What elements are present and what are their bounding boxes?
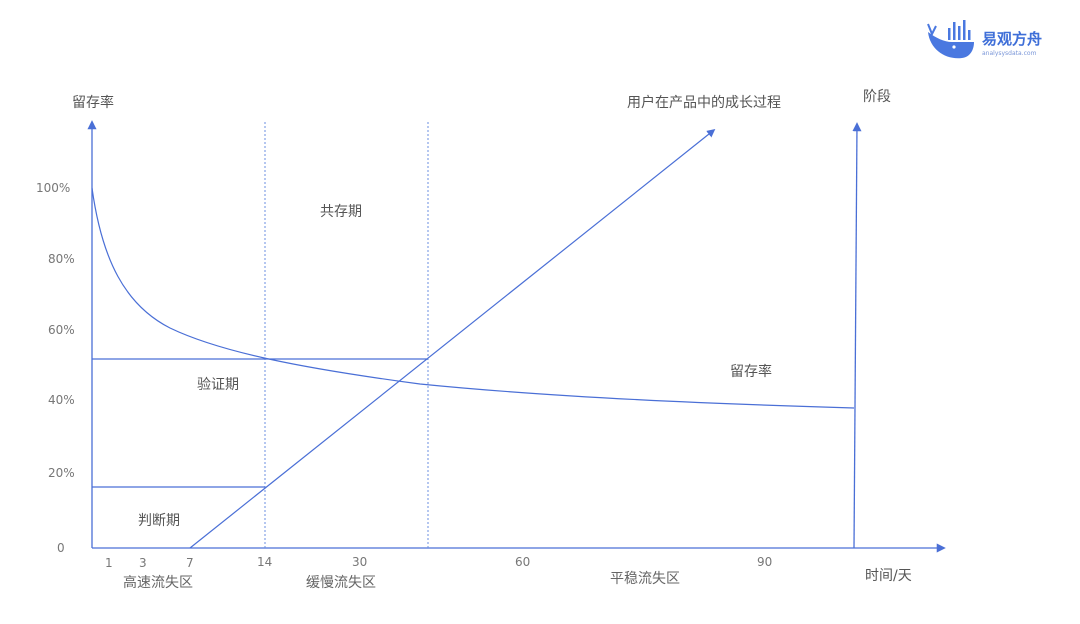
zone-fast-label: 高速流失区 <box>123 574 193 591</box>
y-tick-100: 100% <box>36 181 70 195</box>
growth-curve-label: 用户在产品中的成长过程 <box>627 94 781 111</box>
x-tick-3: 3 <box>139 556 147 570</box>
y-tick-20: 20% <box>48 466 75 480</box>
retention-curve <box>91 187 855 409</box>
y-tick-60: 60% <box>48 323 75 337</box>
x-tick-30: 30 <box>352 555 367 569</box>
x-axis-title: 时间/天 <box>865 568 912 584</box>
phase-judge-label: 判断期 <box>138 513 180 529</box>
whale-bars-icon <box>927 20 974 59</box>
retention-curve-label: 留存率 <box>730 363 772 380</box>
y-axis-right <box>852 122 862 549</box>
growth-curve <box>189 128 716 549</box>
x-tick-60: 60 <box>515 555 530 569</box>
x-tick-1: 1 <box>105 556 113 570</box>
y-axis-right-title: 阶段 <box>863 89 891 105</box>
x-tick-7: 7 <box>186 556 194 570</box>
phase-coexist-label: 共存期 <box>320 204 362 220</box>
y-axis-left-title: 留存率 <box>72 94 114 111</box>
zone-slow-label: 缓慢流失区 <box>306 574 376 591</box>
zone-stable-label: 平稳流失区 <box>610 571 680 587</box>
x-tick-90: 90 <box>757 555 772 569</box>
x-tick-14: 14 <box>257 555 272 569</box>
y-tick-80: 80% <box>48 252 75 266</box>
brand-logo: 易观方舟 analysysdata.com <box>927 20 1042 59</box>
brand-url: analysysdata.com <box>982 50 1037 57</box>
y-tick-0: 0 <box>57 541 65 555</box>
brand-name: 易观方舟 <box>982 30 1042 48</box>
phase-verify-label: 验证期 <box>197 377 239 393</box>
y-tick-40: 40% <box>48 393 75 407</box>
